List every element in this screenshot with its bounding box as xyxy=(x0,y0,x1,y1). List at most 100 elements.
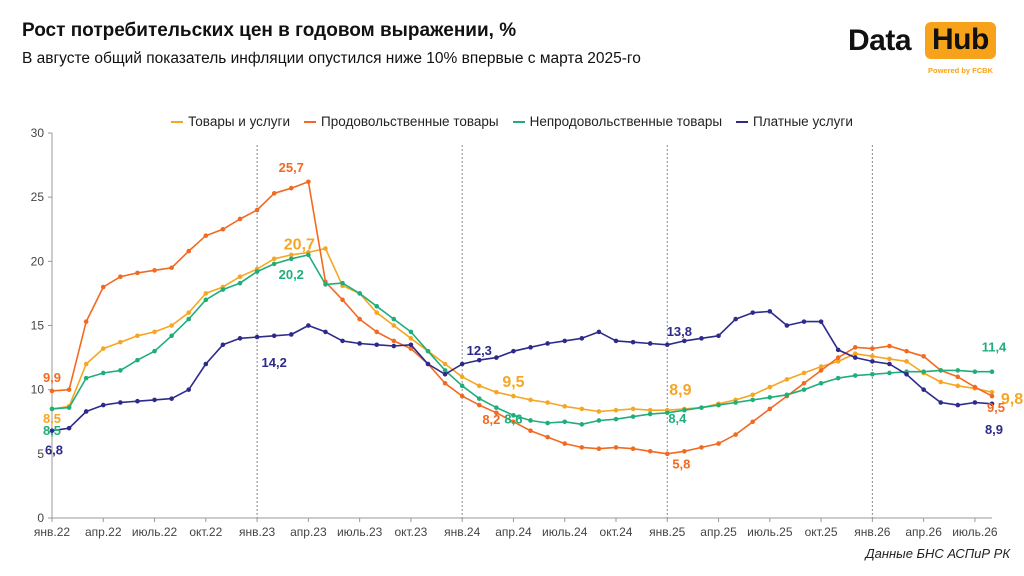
x-tick-label: янв.23 xyxy=(239,525,276,539)
data-point-total xyxy=(135,333,140,339)
data-point-total xyxy=(801,370,807,376)
data-point-food xyxy=(357,316,362,322)
data-point-food xyxy=(100,284,106,290)
data-point-food xyxy=(374,329,380,335)
logo-word-hub: Hub xyxy=(925,22,996,59)
data-point-services xyxy=(647,341,653,346)
data-point-services xyxy=(100,402,106,408)
legend-item-nonfood: Непродовольственные товары xyxy=(512,114,723,129)
data-point-total xyxy=(750,392,756,398)
x-tick-label: окт.22 xyxy=(189,525,222,539)
data-point-nonfood xyxy=(664,410,670,416)
data-point-services xyxy=(955,402,961,408)
data-label-food: 9,5 xyxy=(987,400,1005,415)
data-point-food xyxy=(169,265,174,271)
data-point-food xyxy=(545,434,550,440)
data-point-food xyxy=(733,432,738,437)
data-point-food xyxy=(887,343,892,349)
data-point-total xyxy=(83,361,89,367)
data-point-nonfood xyxy=(459,383,465,389)
data-point-nonfood xyxy=(835,375,841,381)
legend-swatch-nonfood xyxy=(512,120,525,123)
data-point-food xyxy=(750,419,756,425)
x-tick-label: апр.23 xyxy=(290,525,327,539)
data-point-food xyxy=(152,268,157,273)
data-label-nonfood: 20,2 xyxy=(279,267,304,282)
data-point-nonfood xyxy=(442,368,448,373)
data-point-services xyxy=(579,336,585,341)
x-tick-label: окт.25 xyxy=(805,525,838,539)
data-point-total xyxy=(870,354,875,359)
data-label-total: 20,7 xyxy=(284,236,315,253)
data-point-total xyxy=(562,404,568,409)
legend-label-food: Продовольственные товары xyxy=(321,114,499,129)
data-point-total xyxy=(391,323,397,328)
data-point-nonfood xyxy=(613,416,619,422)
data-point-food xyxy=(647,448,653,454)
legend-label-nonfood: Непродовольственные товары xyxy=(529,114,723,129)
data-point-services xyxy=(733,316,738,322)
series-line-food xyxy=(51,181,993,455)
data-point-total xyxy=(579,406,585,412)
x-tick-label: янв.25 xyxy=(649,525,686,539)
data-point-services xyxy=(66,425,72,431)
legend-swatch-services xyxy=(736,120,749,123)
data-source-note: Данные БНС АСПиР РК xyxy=(865,546,1010,561)
data-point-total xyxy=(271,256,277,262)
data-point-total xyxy=(323,246,328,251)
data-point-nonfood xyxy=(100,370,106,376)
x-tick-label: апр.24 xyxy=(495,525,532,539)
data-point-total xyxy=(203,291,209,296)
data-point-services xyxy=(528,345,533,350)
data-label-services: 12,3 xyxy=(467,343,492,358)
data-label-services: 6,8 xyxy=(45,443,63,458)
data-point-food xyxy=(921,354,926,359)
data-point-total xyxy=(630,406,636,412)
data-point-total xyxy=(647,407,653,413)
data-point-food xyxy=(972,384,978,390)
data-point-food xyxy=(66,387,72,392)
data-point-food xyxy=(682,448,687,454)
data-point-services xyxy=(220,342,226,348)
data-point-services xyxy=(357,341,362,346)
data-point-food xyxy=(699,445,704,450)
data-point-food xyxy=(989,393,995,399)
data-point-nonfood xyxy=(750,397,756,403)
data-point-nonfood xyxy=(784,392,790,398)
data-point-food xyxy=(340,297,345,303)
data-point-nonfood xyxy=(408,329,414,335)
data-point-nonfood xyxy=(955,368,961,373)
y-tick-label: 0 xyxy=(37,511,44,525)
data-point-food xyxy=(408,346,414,351)
series-line-nonfood xyxy=(51,254,992,426)
legend-label-services: Платные услуги xyxy=(753,114,853,129)
data-point-nonfood xyxy=(562,419,568,425)
data-point-nonfood xyxy=(545,420,550,426)
data-label-services: 13,8 xyxy=(667,324,692,339)
data-point-services xyxy=(408,342,414,348)
data-point-services xyxy=(989,401,995,407)
data-point-services xyxy=(784,323,790,328)
data-label-services: 8,9 xyxy=(985,422,1003,437)
data-point-food xyxy=(237,216,243,222)
data-point-food xyxy=(818,368,824,373)
data-point-food xyxy=(767,406,773,412)
data-point-food xyxy=(459,393,465,399)
data-label-food: 9,9 xyxy=(43,370,61,385)
data-point-nonfood xyxy=(972,369,978,375)
data-point-food xyxy=(476,402,482,408)
y-tick-label: 10 xyxy=(31,383,45,397)
data-point-total xyxy=(545,400,550,405)
data-point-food xyxy=(613,445,619,450)
data-point-services xyxy=(545,341,550,346)
x-tick-label: янв.22 xyxy=(34,525,71,539)
data-point-nonfood xyxy=(169,333,174,339)
data-point-food xyxy=(664,451,670,457)
data-point-nonfood xyxy=(186,316,192,322)
x-tick-label: июль.25 xyxy=(747,525,793,539)
data-point-services xyxy=(186,387,192,392)
data-label-nonfood: 8,4 xyxy=(668,411,687,426)
data-point-nonfood xyxy=(938,368,944,373)
data-point-food xyxy=(118,274,123,280)
